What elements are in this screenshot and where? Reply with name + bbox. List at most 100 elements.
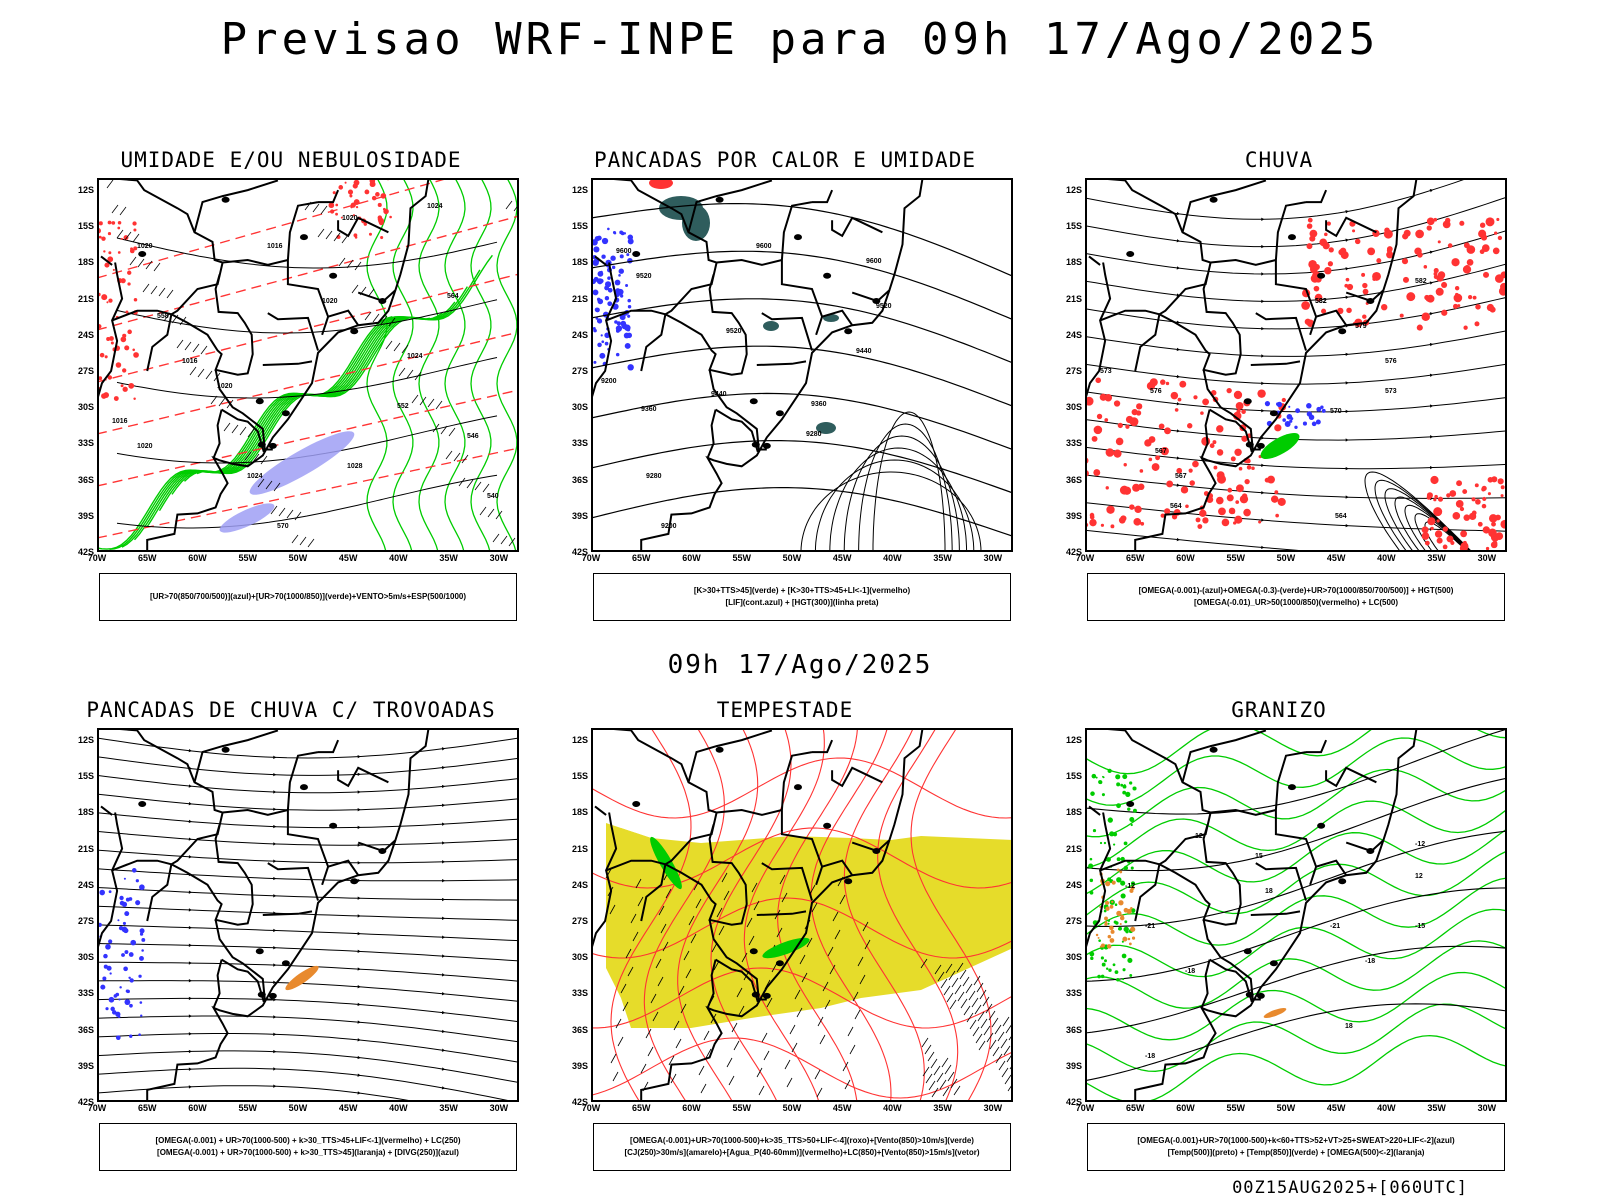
longitude-label: 70W	[1075, 1103, 1095, 1113]
latitude-label: 27S	[571, 366, 588, 377]
longitude-label: 50W	[1276, 553, 1296, 563]
longitude-label: 30W	[489, 1103, 509, 1113]
run-timestamp: 00Z15AUG2025+[060UTC]	[1232, 1178, 1468, 1198]
forecast-time-label: 09h 17/Ago/2025	[667, 650, 933, 680]
map-canvas: 9600960096009520952095209440944093609360…	[591, 178, 1013, 552]
latitude-label: 39S	[1065, 1060, 1082, 1071]
longitude-axis: 70W 65W 60W 55W 50W 45W 40W 35W 30W	[582, 552, 1013, 566]
longitude-label: 50W	[288, 553, 308, 563]
longitude-label: 55W	[1226, 553, 1245, 563]
latitude-label: 12S	[1065, 185, 1082, 196]
longitude-label: 30W	[983, 1103, 1003, 1113]
latitude-label: 27S	[1065, 366, 1082, 377]
longitude-axis: 70W 65W 60W 55W 50W 45W 40W 35W 30W	[1076, 1102, 1507, 1116]
legend-line: [LIF](cont.azul) + [HGT(300)](linha pret…	[725, 598, 879, 607]
map-canvas	[97, 728, 519, 1102]
panel-trovoadas: PANCADAS DE CHUVA C/ TROVOADAS 12S 15S 18S…	[56, 698, 526, 1188]
svg-text:564: 564	[1170, 503, 1182, 510]
longitude-label: 40W	[883, 1103, 902, 1113]
svg-text:579: 579	[1355, 323, 1367, 330]
longitude-label: 60W	[682, 1103, 701, 1113]
longitude-label: 30W	[983, 553, 1003, 563]
latitude-label: 36S	[571, 474, 588, 485]
latitude-label: 24S	[77, 329, 94, 340]
svg-text:564: 564	[1335, 513, 1347, 520]
legend-box: [OMEGA(-0.001)+UR>70(1000-500)+k<60+TTS>…	[1087, 1123, 1505, 1171]
legend-box: [UR>70(850/700/500)](azul)+[UR>70(1000/8…	[99, 573, 517, 621]
latitude-label: 39S	[77, 510, 94, 521]
svg-text:18: 18	[1265, 888, 1273, 895]
longitude-label: 45W	[338, 553, 358, 563]
svg-text:-18: -18	[1365, 958, 1375, 965]
longitude-label: 30W	[489, 553, 509, 563]
longitude-label: 70W	[581, 553, 601, 563]
longitude-label: 45W	[338, 1103, 358, 1113]
latitude-label: 36S	[1065, 474, 1082, 485]
latitude-label: 21S	[1065, 293, 1082, 304]
svg-text:582: 582	[1315, 298, 1327, 305]
map-canvas	[591, 728, 1013, 1102]
svg-text:1020: 1020	[322, 298, 338, 305]
latitude-label: 30S	[77, 402, 94, 413]
latitude-label: 33S	[77, 988, 94, 999]
svg-text:-12: -12	[1125, 883, 1135, 890]
map-area: 9600 9600 9600 9520 9520 9520 9440 9440 9360 9360…	[591, 178, 1013, 552]
longitude-label: 60W	[1176, 1103, 1195, 1113]
svg-text:1020: 1020	[137, 443, 153, 450]
svg-text:570: 570	[1330, 408, 1342, 415]
svg-text:582: 582	[1415, 278, 1427, 285]
legend-line: [OMEGA(-0.001)+UR>70(1000-500)+k<60+TTS>…	[1137, 1136, 1455, 1145]
latitude-label: 33S	[571, 438, 588, 449]
longitude-label: 35W	[933, 1103, 952, 1113]
latitude-label: 18S	[1065, 807, 1082, 818]
longitude-label: 40W	[883, 553, 902, 563]
latitude-label: 42S	[1065, 1097, 1082, 1107]
latitude-label: 24S	[1065, 329, 1082, 340]
panel-title: CHUVA	[1244, 148, 1314, 172]
latitude-label: 42S	[77, 1097, 94, 1107]
longitude-label: 50W	[1276, 1103, 1296, 1113]
map-area: -12 -12 -15 -18 -18 -18 -21 -21 12 12 15 18 18	[1085, 728, 1507, 1102]
longitude-label: 45W	[1326, 553, 1346, 563]
svg-text:9360: 9360	[641, 406, 657, 413]
svg-text:-18: -18	[1185, 968, 1195, 975]
latitude-label: 33S	[77, 438, 94, 449]
svg-text:9600: 9600	[866, 258, 882, 265]
latitude-label: 36S	[571, 1024, 588, 1035]
longitude-axis: 70W 65W 60W 55W 50W 45W 40W 35W 30W	[88, 1102, 519, 1116]
svg-text:9440: 9440	[711, 391, 727, 398]
legend-line: [OMEGA(-0.001) + UR>70(1000-500) + k>30_…	[157, 1148, 459, 1157]
longitude-label: 30W	[1477, 1103, 1497, 1113]
latitude-axis: 12S 15S 18S 21S 24S 27S 30S 33S 36S 39S 42S	[550, 728, 590, 1107]
longitude-label: 50W	[288, 1103, 308, 1113]
longitude-label: 40W	[389, 553, 408, 563]
svg-text:-21: -21	[1145, 923, 1155, 930]
longitude-label: 65W	[137, 553, 157, 563]
latitude-label: 24S	[571, 879, 588, 890]
map-area	[591, 728, 1013, 1102]
panel-tempestade: TEMPESTADE 12S 15S 18S 21S 24S 27S 30S 33S 36S 39…	[550, 698, 1020, 1188]
latitude-label: 12S	[77, 735, 94, 746]
svg-text:9200: 9200	[601, 378, 617, 385]
svg-text:-15: -15	[1415, 923, 1425, 930]
longitude-label: 35W	[1427, 553, 1446, 563]
legend-line: [OMEGA(-0.001)+UR>70(1000-500)+k>35_TTS>…	[630, 1136, 974, 1145]
longitude-label: 60W	[682, 553, 701, 563]
latitude-label: 18S	[571, 807, 588, 818]
svg-text:1016: 1016	[112, 418, 128, 425]
svg-text:15: 15	[1255, 853, 1263, 860]
latitude-axis: 12S 15S 18S 21S 24S 27S 30S 33S 36S 39S 42S	[1044, 178, 1084, 557]
latitude-label: 24S	[571, 329, 588, 340]
legend-line: [UR>70(850/700/500)](azul)+[UR>70(1000/8…	[149, 592, 467, 601]
longitude-label: 60W	[188, 1103, 207, 1113]
longitude-label: 45W	[832, 553, 852, 563]
svg-text:9600: 9600	[616, 248, 632, 255]
svg-text:9360: 9360	[811, 401, 827, 408]
legend-line: [Temp(500)](preto) + [Temp(850)](verde) …	[1167, 1148, 1425, 1157]
svg-text:576: 576	[1150, 388, 1162, 395]
latitude-label: 15S	[77, 221, 94, 232]
svg-text:9440: 9440	[856, 348, 872, 355]
map-area: 582 582 582 579 576 576 573 573 570 567 567 564 564	[1085, 178, 1507, 552]
legend-box: [OMEGA(-0.001)+UR>70(1000-500)+k>35_TTS>…	[593, 1123, 1011, 1171]
latitude-label: 33S	[1065, 438, 1082, 449]
